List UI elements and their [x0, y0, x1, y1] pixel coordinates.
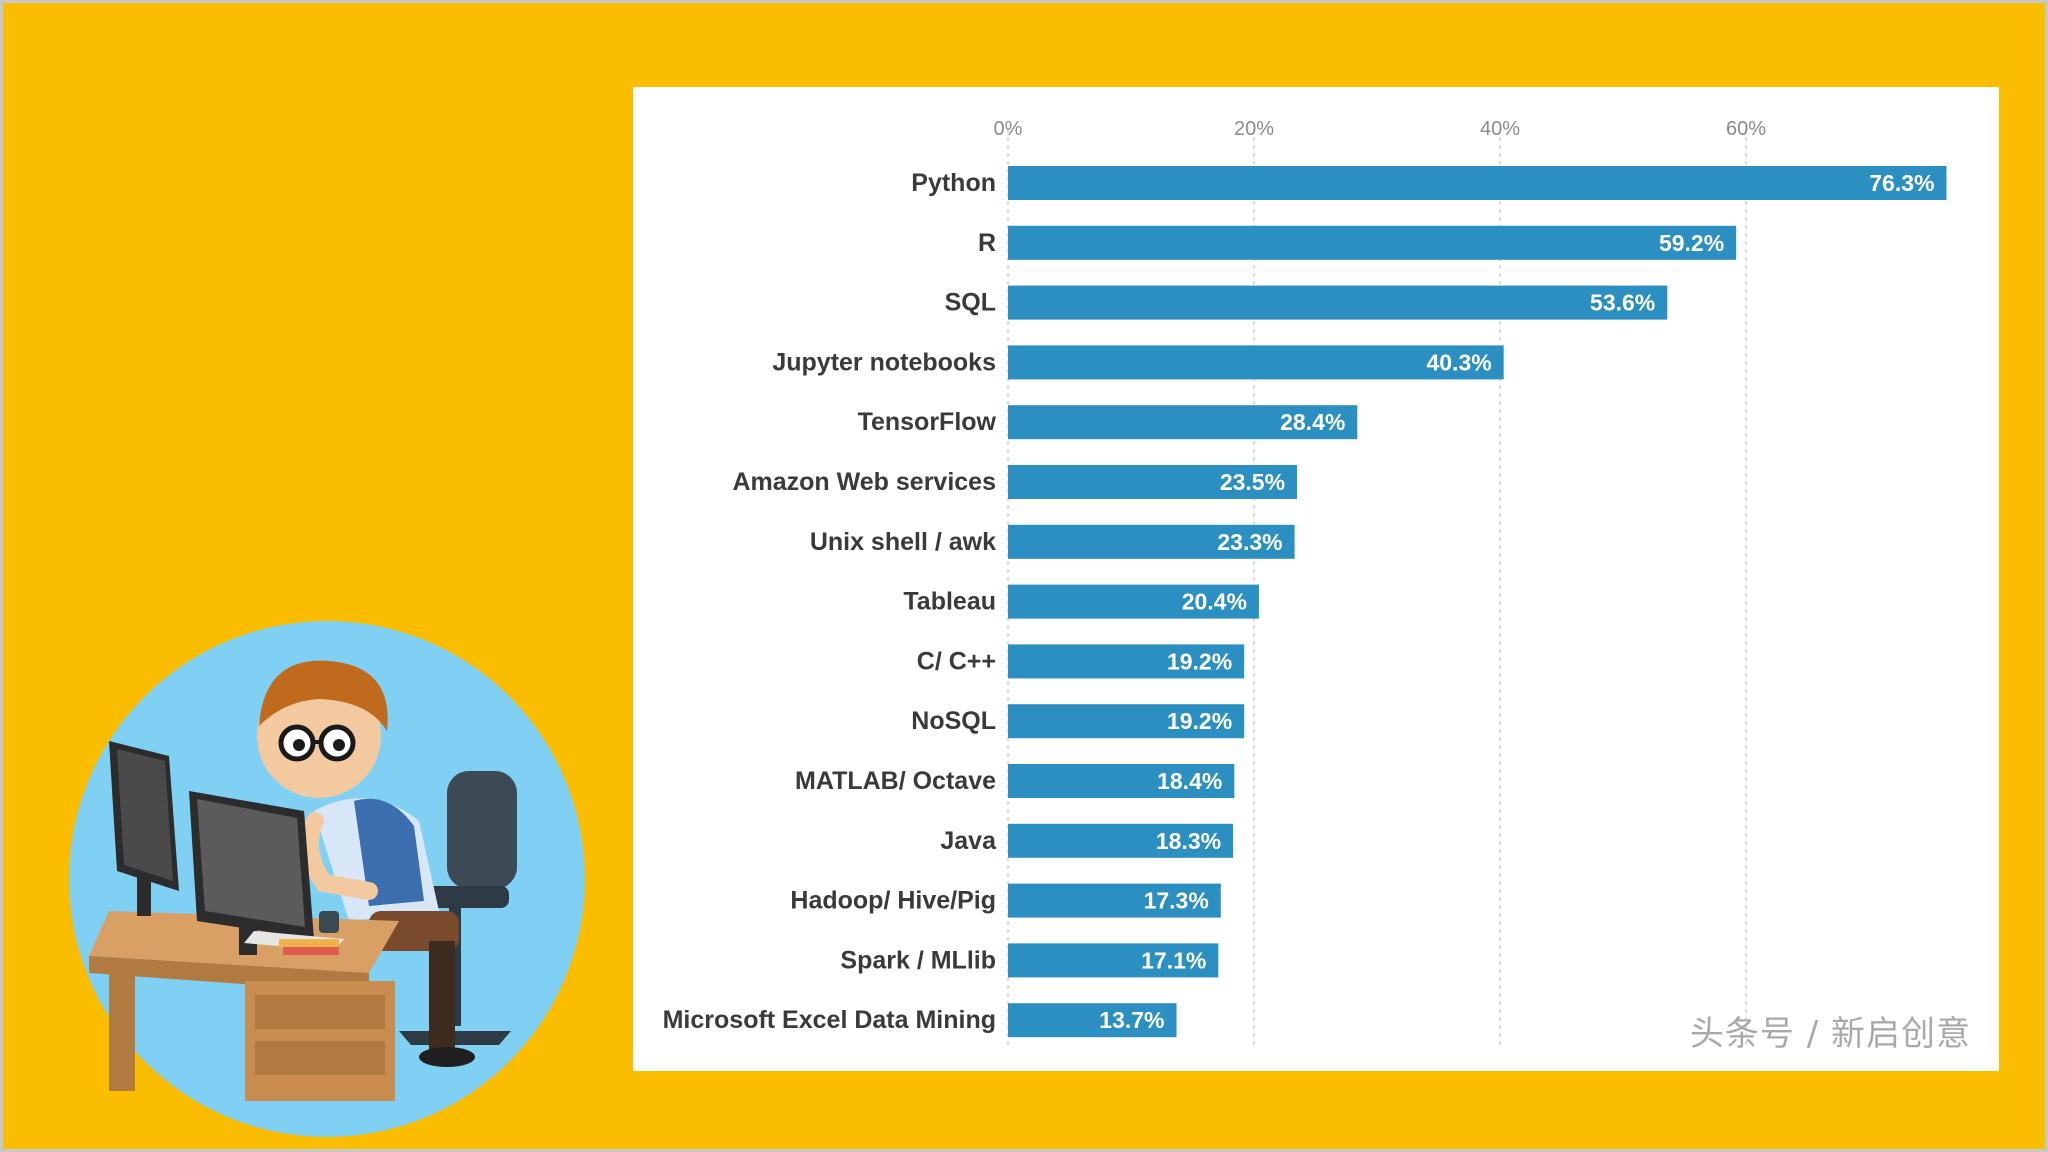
programmer-icon	[257, 660, 475, 1067]
bar	[1008, 943, 1219, 978]
category-label: MATLAB/ Octave	[795, 767, 996, 795]
bar	[1008, 465, 1298, 499]
category-label: Java	[940, 827, 997, 855]
bar	[1008, 405, 1358, 440]
programmer-illustration	[69, 621, 585, 1137]
category-label: Amazon Web services	[732, 468, 996, 496]
category-label: Microsoft Excel Data Mining	[663, 1006, 996, 1034]
bar-value-label: 76.3%	[1869, 170, 1934, 196]
bar	[1008, 166, 1947, 200]
category-label: C/ C++	[917, 647, 996, 675]
watermark-text: 头条号 / 新启创意	[1689, 1014, 1971, 1054]
bar	[1008, 1003, 1177, 1038]
bar	[1008, 345, 1504, 380]
bar-value-label: 18.3%	[1156, 828, 1221, 854]
category-label: NoSQL	[911, 707, 996, 735]
bar-value-label: 59.2%	[1659, 230, 1724, 256]
category-label: Jupyter notebooks	[772, 348, 996, 376]
bar	[1008, 285, 1668, 320]
bar-value-label: 19.2%	[1167, 708, 1232, 734]
bar	[1008, 823, 1234, 858]
bar	[1008, 225, 1737, 260]
bar-value-label: 20.4%	[1182, 589, 1247, 615]
bar-value-label: 40.3%	[1426, 349, 1491, 375]
bar-value-label: 18.4%	[1157, 768, 1222, 794]
bar	[1008, 644, 1245, 679]
category-label: Hadoop/ Hive/Pig	[790, 887, 996, 915]
category-label: Spark / MLlib	[840, 946, 996, 974]
bar	[1008, 704, 1245, 739]
category-label: SQL	[945, 289, 996, 317]
bar-value-label: 17.1%	[1141, 947, 1206, 973]
chart-card: 0% 20% 40% 60% 76.3% Python 59.2% R 53.6% SQL 40.3…	[633, 87, 1999, 1071]
bar-value-label: 53.6%	[1590, 290, 1655, 316]
bar	[1008, 883, 1221, 918]
bar-value-label: 23.3%	[1217, 529, 1282, 555]
x-tick-label: 60%	[1726, 118, 1766, 140]
category-label: TensorFlow	[858, 408, 997, 436]
bar	[1008, 764, 1235, 798]
bar-value-label: 19.2%	[1167, 648, 1232, 674]
bar	[1008, 584, 1259, 619]
bar-value-label: 28.4%	[1280, 409, 1345, 435]
bar-value-label: 23.5%	[1220, 469, 1285, 495]
x-tick-label: 0%	[994, 118, 1023, 140]
category-label: Python	[911, 169, 996, 197]
category-label: Tableau	[903, 588, 996, 616]
bar-value-label: 17.3%	[1144, 888, 1209, 914]
category-label: Unix shell / awk	[810, 528, 996, 556]
computer-monitor-icon	[109, 741, 344, 955]
bar-value-label: 13.7%	[1099, 1007, 1164, 1033]
bar	[1008, 524, 1295, 559]
bar-chart: 0% 20% 40% 60% 76.3% Python 59.2% R 53.6% SQL 40.3…	[663, 118, 1947, 1047]
x-tick-label: 20%	[1234, 118, 1274, 140]
x-tick-label: 40%	[1480, 118, 1520, 140]
category-label: R	[978, 229, 996, 257]
